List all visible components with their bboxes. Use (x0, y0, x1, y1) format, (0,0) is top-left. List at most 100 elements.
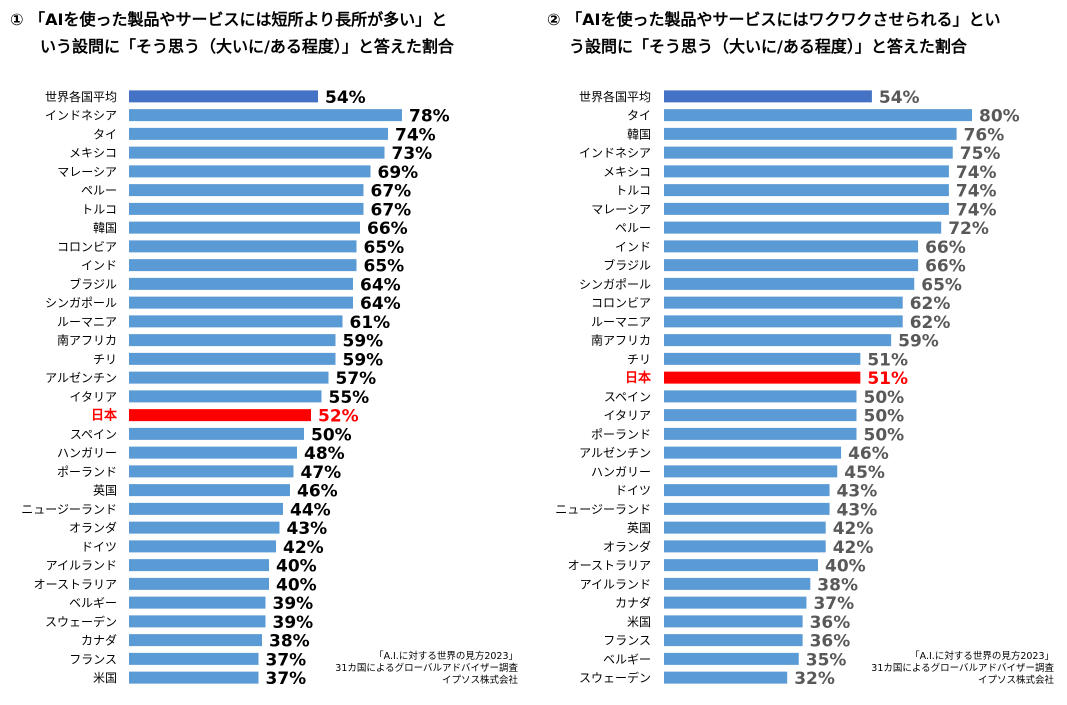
chart-2-bar (664, 184, 949, 197)
chart-1-value-label: 74% (395, 125, 436, 145)
chart-2-value-label: 36% (810, 632, 851, 652)
chart-1-value-label: 69% (378, 163, 419, 183)
chart-1-bar (129, 146, 385, 159)
chart-2-bar (664, 202, 949, 215)
chart-1-source-line: 「A.I.に対する世界の見方2023」 (374, 651, 518, 662)
chart-2-title-line1: ② 「AIを使った製品やサービスにはワクワクさせられる」とい (547, 10, 1001, 29)
chart-2-value-label: 42% (833, 519, 874, 539)
chart-2-category-label: トルコ (615, 184, 651, 198)
chart-2-category-label: ドイツ (615, 484, 651, 498)
chart-1-bar (129, 202, 364, 215)
chart-2-source-note: 「A.I.に対する世界の見方2023」 31カ国によるグローバルアドバイザー調査… (835, 651, 1054, 687)
chart-2-category-label: チリ (627, 352, 651, 366)
chart-2-category-label: ポーランド (591, 427, 651, 441)
chart-1-bar (129, 521, 280, 534)
chart-1-category-label: インドネシア (45, 109, 117, 123)
chart-1-category-label: 米国 (93, 671, 117, 685)
chart-1-category-label: アイルランド (46, 559, 117, 573)
chart-1-value-label: 73% (392, 144, 433, 164)
chart-2-value-label: 45% (844, 463, 885, 483)
chart-2-bar (664, 334, 892, 347)
chart-2-category-label: 世界各国平均 (579, 89, 651, 104)
chart-1-category-label: 韓国 (93, 221, 117, 235)
chart-1-source-note: 「A.I.に対する世界の見方2023」 31カ国によるグローバルアドバイザー調査… (300, 651, 518, 687)
chart-2-title-line2: う設問に「そう思う（大いに/ある程度）」と答えた割合 (569, 37, 967, 56)
chart-2-bar (664, 427, 857, 440)
chart-1-value-label: 59% (343, 332, 384, 352)
chart-2-category-label: コロンビア (591, 296, 651, 310)
chart-2-category-label: フランス (603, 634, 651, 648)
chart-2-value-label: 74% (956, 200, 997, 220)
chart-1-category-label: アルゼンチン (45, 371, 117, 385)
chart-1-bar (129, 596, 266, 609)
chart-1-category-label: メキシコ (69, 146, 117, 160)
chart-2-source-line: 「A.I.に対する世界の見方2023」 (910, 651, 1054, 662)
chart-1-value-label: 57% (336, 369, 377, 389)
chart-1-bar (129, 427, 304, 440)
chart-1-bar (129, 577, 269, 590)
chart-1-value-label: 42% (283, 538, 324, 558)
chart-2-value-label: 46% (848, 444, 889, 464)
chart-2-value-label: 72% (948, 219, 989, 239)
chart-2-bar (664, 502, 830, 515)
chart-2-value-label: 66% (925, 238, 966, 258)
chart-2-category-label: 韓国 (627, 127, 651, 141)
chart-2-value-label: 59% (898, 332, 939, 352)
chart-1-value-label: 67% (371, 182, 412, 202)
chart-1-bar (129, 127, 388, 140)
chart-2-bar (664, 109, 972, 122)
chart-2-category-label: ルーマニア (591, 315, 651, 329)
chart-1-value-label: 78% (409, 107, 450, 127)
chart-1-title: ① 「AIを使った製品やサービスには短所より長所が多い」と いう設問に「そう思う… (10, 6, 525, 60)
chart-1-bar (129, 540, 276, 553)
chart-2-plot-area: 世界各国平均 54% タイ 80% 韓国 76% インドネシア 75% メキシコ 74% トルコ 74… (555, 88, 1019, 689)
chart-2-bar (664, 315, 903, 328)
chart-1-category-label: ポーランド (57, 465, 117, 479)
chart-2-bar (664, 652, 799, 665)
chart-2-bar (664, 146, 953, 159)
chart-1-category-label: オーストラリア (34, 577, 117, 591)
chart-1-bar (129, 259, 357, 272)
chart-1-category-label: ペルー (81, 184, 117, 198)
chart-2-category-label: 英国 (627, 521, 651, 535)
chart-1-value-label: 61% (350, 313, 391, 333)
chart-1-title-line2: いう設問に「そう思う（大いに/ある程度）」と答えた割合 (40, 37, 454, 56)
chart-1-bar (129, 184, 364, 197)
chart-1-value-label: 64% (360, 275, 401, 295)
chart-2-category-label: インド (615, 240, 651, 254)
chart-2-value-label: 62% (910, 294, 951, 314)
chart-2-value-label: 50% (864, 407, 905, 427)
chart-1-value-label: 40% (276, 575, 317, 595)
chart-2-category-label: インドネシア (579, 146, 651, 160)
chart-1-bar (129, 221, 360, 234)
chart-2-bar (664, 277, 915, 290)
chart-2-bar (664, 596, 807, 609)
chart-1-category-label: タイ (93, 127, 117, 141)
chart-2-value-label: 50% (864, 425, 905, 445)
chart-2-bar (664, 165, 949, 178)
chart-2-value-label: 74% (956, 182, 997, 202)
chart-2-value-label: 32% (794, 669, 835, 689)
chart-1-category-label: ニュージーランド (21, 502, 117, 516)
chart-2-bar (664, 615, 803, 628)
chart-1-category-label: チリ (93, 352, 117, 366)
chart-2-category-label: ニュージーランド (555, 502, 651, 516)
chart-1-category-label: コロンビア (57, 240, 117, 254)
chart-1-category-label: ドイツ (81, 540, 117, 554)
chart-1-bar (129, 109, 402, 122)
chart-2-bar (664, 465, 838, 478)
chart-2-category-label: イタリア (603, 409, 651, 423)
chart-1-category-label: 世界各国平均 (45, 89, 117, 104)
chart-1-category-label: スペイン (70, 427, 117, 441)
chart-1-bar (129, 352, 336, 365)
chart-1-category-label: ブラジル (69, 276, 117, 291)
chart-2-category-label: ブラジル (603, 258, 651, 273)
chart-2-bar (664, 409, 857, 422)
chart-1-value-label: 39% (273, 613, 314, 633)
chart-2-title: ② 「AIを使った製品やサービスにはワクワクさせられる」とい う設問に「そう思う… (547, 6, 1062, 60)
chart-2-bar (664, 559, 818, 572)
chart-2-bar-average (664, 90, 872, 103)
chart-2-category-label: 南アフリカ (591, 333, 651, 348)
chart-2-bar (664, 634, 803, 647)
chart-2-value-label: 35% (806, 650, 847, 670)
